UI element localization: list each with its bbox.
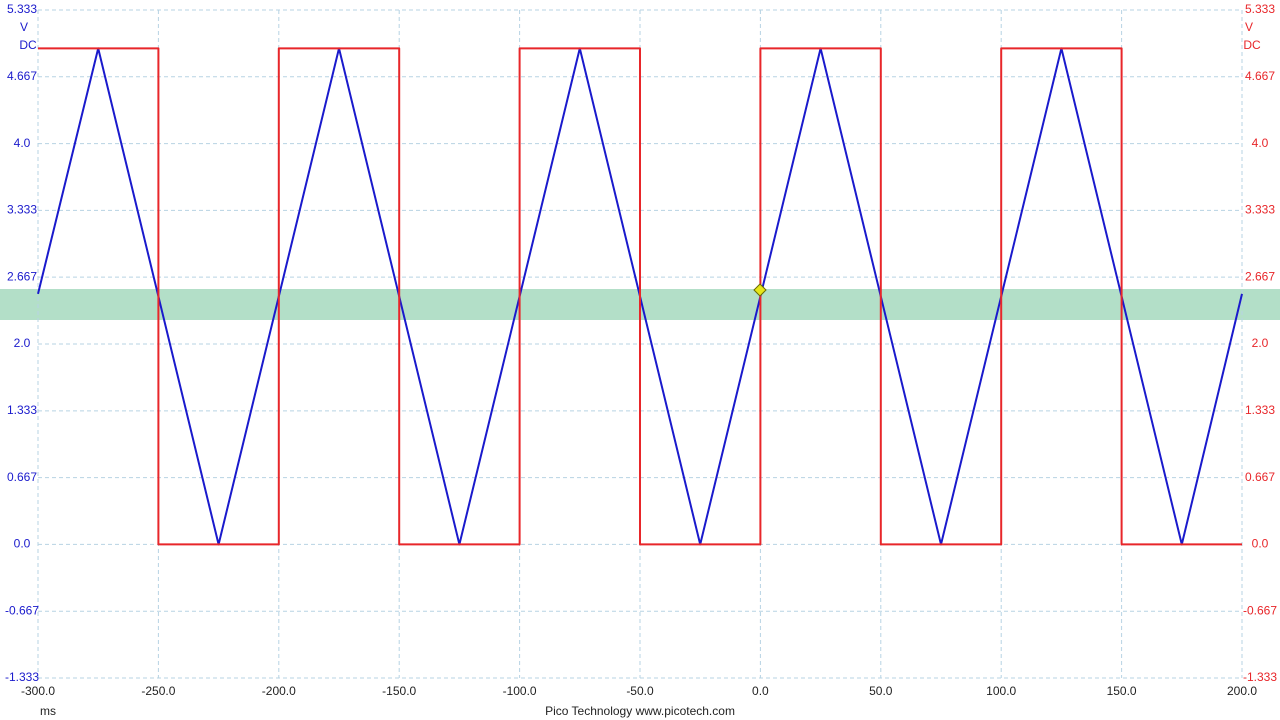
- y-tick-label: 3.333: [7, 203, 37, 217]
- y-tick-label: -1.333: [5, 670, 39, 684]
- y2-tick-label: 2.667: [1245, 269, 1275, 283]
- y2-tick-label: 4.0: [1252, 136, 1269, 150]
- y-tick-label: 4.667: [7, 69, 37, 83]
- x-tick-label: -50.0: [626, 684, 654, 698]
- trigger-marker: [753, 283, 767, 297]
- y-tick-label: -0.667: [5, 603, 39, 617]
- x-tick-label: 50.0: [869, 684, 893, 698]
- footer: Pico Technology www.picotech.com: [545, 704, 735, 718]
- x-tick-label: 200.0: [1227, 684, 1257, 698]
- y2-unit: V: [1245, 20, 1253, 34]
- x-tick-label: -300.0: [21, 684, 55, 698]
- x-tick-label: -150.0: [382, 684, 416, 698]
- y2-tick-label: 2.0: [1252, 336, 1269, 350]
- x-tick-label: 100.0: [986, 684, 1016, 698]
- y2-tick-label: 0.667: [1245, 470, 1275, 484]
- y-tick-label: 1.333: [7, 403, 37, 417]
- x-tick-label: -200.0: [262, 684, 296, 698]
- y2-tick-label: 3.333: [1245, 203, 1275, 217]
- y-tick-label: 0.0: [14, 537, 31, 551]
- x-tick-label: -100.0: [503, 684, 537, 698]
- y2-tick-label: 5.333: [1245, 2, 1275, 16]
- y2-coupling: DC: [1243, 38, 1261, 52]
- y2-tick-label: -1.333: [1243, 670, 1277, 684]
- x-tick-label: 150.0: [1107, 684, 1137, 698]
- x-axis-unit: ms: [40, 704, 56, 718]
- y2-tick-label: -0.667: [1243, 603, 1277, 617]
- y-tick-label: 5.333: [7, 2, 37, 16]
- y-tick-label: 2.667: [7, 269, 37, 283]
- y-coupling: DC: [19, 38, 37, 52]
- x-tick-label: -250.0: [141, 684, 175, 698]
- y-tick-label: 0.667: [7, 470, 37, 484]
- y-unit: V: [20, 20, 28, 34]
- plot: [37, 47, 1243, 546]
- y-tick-label: 4.0: [14, 136, 31, 150]
- y-tick-label: 2.0: [14, 336, 31, 350]
- y2-tick-label: 4.667: [1245, 69, 1275, 83]
- y2-tick-label: 1.333: [1245, 403, 1275, 417]
- y2-tick-label: 0.0: [1252, 537, 1269, 551]
- x-tick-label: 0.0: [752, 684, 769, 698]
- series-line: [38, 47, 1242, 546]
